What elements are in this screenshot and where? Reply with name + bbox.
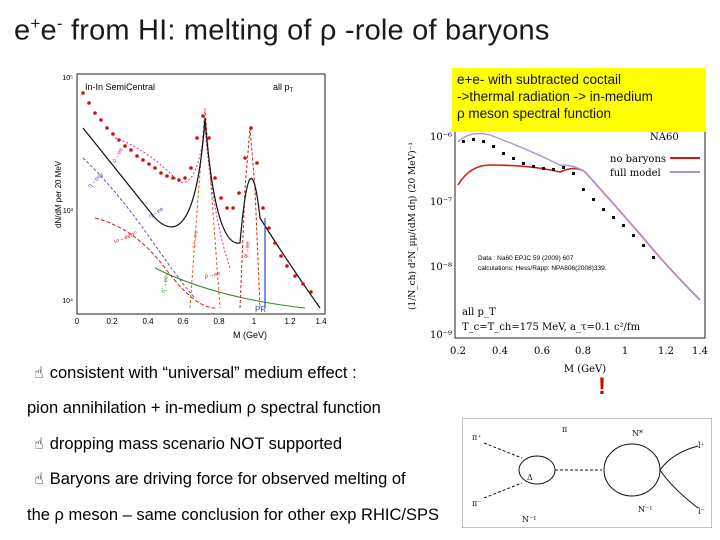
curve-eta-dalitz xyxy=(82,157,196,299)
right-xtick: 0.4 xyxy=(492,346,508,357)
note-line-3: ρ meson spectral function xyxy=(457,106,612,121)
note-line-2: ->thermal radiation -> in-medium xyxy=(457,89,653,104)
right-xtick: 0.2 xyxy=(450,346,466,357)
pointing-hand-icon: ☝ xyxy=(34,434,44,453)
left-xtick: 0.8 xyxy=(213,317,225,326)
diagram-label: π⁻ xyxy=(472,499,481,508)
curve-total-cocktail xyxy=(82,117,321,309)
right-annotation-1: all p_T xyxy=(462,307,496,318)
curve-label: η'→eeγ xyxy=(161,272,170,293)
left-data-points xyxy=(81,91,313,294)
bullet-line-1: ☝ consistent with “universal” medium effe… xyxy=(34,363,357,382)
left-xtick: 0.2 xyxy=(106,317,118,326)
diagram-label: Δ xyxy=(527,473,533,482)
curve-label: φ→ee xyxy=(243,240,252,258)
right-xtick: 1.4 xyxy=(692,346,708,357)
right-data-ref: Data : Na60 EPJC 59 (2009) 607 xyxy=(478,255,574,262)
right-xtick: 1 xyxy=(622,346,628,357)
bullet-line-2: pion annihilation + in-medium ρ spectral… xyxy=(27,399,381,417)
pointing-hand-icon: ☝ xyxy=(34,363,44,382)
diagram-label: l⁻ xyxy=(698,507,705,516)
diagram-label: N⁻¹ xyxy=(522,515,536,524)
right-plot-xlabel: M (GeV) xyxy=(564,364,606,375)
feynman-diagram: π⁺ π N* l⁺ π⁻ Δ N⁻¹ N⁻¹ l⁻ xyxy=(462,418,712,528)
left-plot-xlabel: M (GeV) xyxy=(233,330,267,340)
left-plot-ylabel: dN/dM per 20 MeV xyxy=(55,160,63,228)
diagram-label: π xyxy=(562,425,567,434)
right-plot-ylabel: (1/N_ch) d²N_μμ/(dM dη) (20 MeV)⁻¹ xyxy=(407,142,418,310)
right-xtick: 0.8 xyxy=(575,346,591,357)
right-xtick: 1.2 xyxy=(658,346,674,357)
left-xtick: 0.6 xyxy=(177,317,189,326)
left-plot-pr-label: PR xyxy=(255,305,266,314)
right-calc-ref: calculations: Hess/Rapp: NPA806(2008)339… xyxy=(478,265,607,272)
slide-title: e+e- from HI: melting of ρ -role of bary… xyxy=(14,14,550,47)
bullet-line-3: ☝ dropping mass scenario NOT supported xyxy=(34,434,343,453)
bullet-line-5: the ρ meson – same conclusion for other … xyxy=(27,506,439,524)
left-plot-ylabel-top: 10⁵ xyxy=(62,75,73,82)
right-data-points xyxy=(462,138,655,259)
left-dilepton-plot: In-In SemiCentral all pT dN/dM per 20 Me… xyxy=(55,73,327,340)
right-ytick: 10⁻⁹ xyxy=(430,330,452,341)
left-xtick: 1 xyxy=(252,317,257,326)
curve-label: ω→ee xyxy=(191,230,200,249)
left-xtick: 0 xyxy=(75,317,80,326)
right-ytick: 10⁻⁸ xyxy=(430,262,452,273)
bullet-line-4: ☝ Baryons are driving force for observed … xyxy=(34,469,406,488)
diagram-label: π⁺ xyxy=(472,433,481,442)
left-xtick: 1.2 xyxy=(284,317,296,326)
left-ytick-4: 10⁴ xyxy=(62,298,73,305)
exclamation-mark: ! xyxy=(598,373,606,400)
curve-label: ρ→ee xyxy=(204,271,222,280)
pointing-hand-icon: ☝ xyxy=(34,469,44,488)
curve-full-model xyxy=(457,132,701,301)
curve-rho xyxy=(114,127,231,269)
diagram-label: N* xyxy=(632,429,643,438)
left-xtick: 1.4 xyxy=(315,317,327,326)
legend-no-baryons: no baryons xyxy=(610,154,666,165)
left-ytick-3: 10³ xyxy=(63,208,74,215)
right-spectral-plot: (1/N_ch) d²N_μμ/(dM dη) (20 MeV)⁻¹ 10⁻⁶ … xyxy=(407,117,708,375)
right-ytick: 10⁻⁷ xyxy=(430,197,452,208)
legend-full-model: full model xyxy=(610,168,661,179)
left-plot-pt-label: all pT xyxy=(273,82,294,94)
left-plot-panel-title: In-In SemiCentral xyxy=(85,82,155,92)
diagram-label: N⁻¹ xyxy=(638,505,652,514)
right-ytick: 10⁻⁶ xyxy=(430,132,452,143)
right-plot-experiment: NA60 xyxy=(650,132,679,143)
right-annotation-2: T_c=T_ch=175 MeV, a_τ=0.1 c²/fm xyxy=(462,322,641,333)
left-xtick: 0.4 xyxy=(142,317,154,326)
diagram-label: l⁺ xyxy=(698,441,705,450)
curve-eta-prime xyxy=(154,267,306,309)
curve-omega-dalitz xyxy=(94,217,216,309)
note-line-1: e+e- with subtracted coctail xyxy=(457,72,621,87)
note-box: e+e- with subtracted coctail ->thermal r… xyxy=(452,68,706,132)
right-xtick: 0.6 xyxy=(534,346,550,357)
curve-omega xyxy=(189,107,221,309)
